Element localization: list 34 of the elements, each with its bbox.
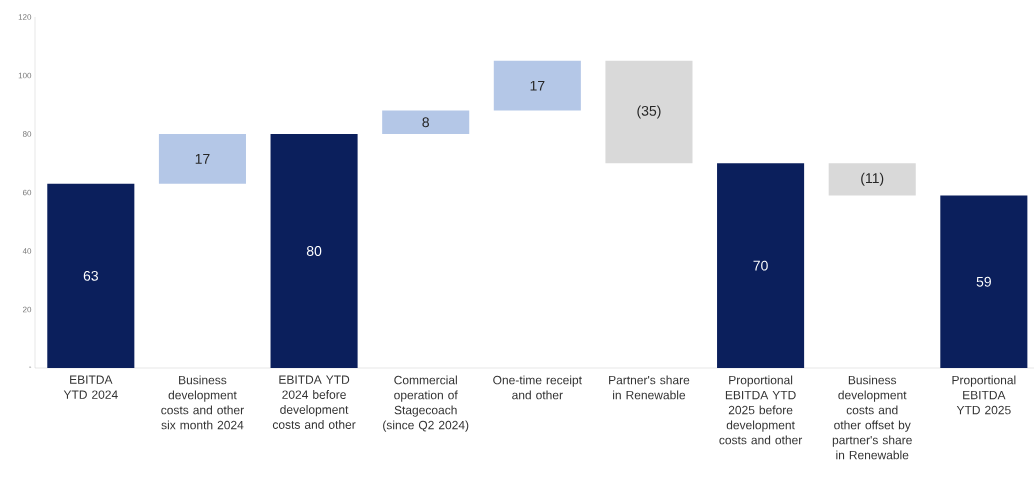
x-tick-label: Proportional EBITDA YTD 2025 before development costs and other bbox=[719, 375, 803, 445]
x-tick-label: Proportional EBITDA YTD 2025 bbox=[952, 375, 1016, 415]
bar bbox=[940, 195, 1028, 368]
x-tick-label: One-time receipt and other bbox=[493, 375, 582, 400]
bar bbox=[270, 134, 358, 368]
y-tick-label: 20 bbox=[22, 306, 32, 313]
y-tick-label: 60 bbox=[22, 189, 32, 196]
x-tick-label: Commercial operation of Stagecoach (since Q2 2024) bbox=[383, 375, 469, 432]
data-label: 80 bbox=[306, 246, 322, 256]
x-tick-label: EBITDA YTD 2024 before development costs and other bbox=[272, 375, 356, 429]
bar bbox=[493, 60, 581, 111]
y-tick-label: - bbox=[29, 366, 32, 368]
data-label: 70 bbox=[753, 260, 768, 271]
bar bbox=[717, 163, 805, 368]
x-tick-label: Business development costs and other offset by partner's share in Renewable bbox=[832, 375, 912, 460]
y-tick-label: 100 bbox=[18, 72, 32, 79]
data-label: 63 bbox=[83, 270, 98, 281]
bar bbox=[382, 110, 470, 134]
bar bbox=[828, 163, 916, 196]
data-label: 59 bbox=[976, 276, 991, 287]
y-tick-label: 80 bbox=[22, 131, 32, 137]
bar bbox=[605, 60, 693, 164]
x-tick-label: Partner's share in Renewable bbox=[609, 375, 690, 400]
data-label: 17 bbox=[195, 154, 210, 164]
data-label: (35) bbox=[637, 105, 661, 119]
y-tick-label: 40 bbox=[22, 248, 32, 254]
x-tick-label: EBITDA YTD 2024 bbox=[63, 375, 118, 399]
bar bbox=[158, 134, 246, 184]
bar bbox=[47, 183, 135, 368]
x-tick-label: Business development costs and other six month 2024 bbox=[161, 375, 244, 430]
y-tick-label: 120 bbox=[18, 14, 32, 20]
data-label: (11) bbox=[861, 172, 884, 186]
data-label: 8 bbox=[422, 117, 429, 128]
data-label: 17 bbox=[530, 80, 545, 91]
